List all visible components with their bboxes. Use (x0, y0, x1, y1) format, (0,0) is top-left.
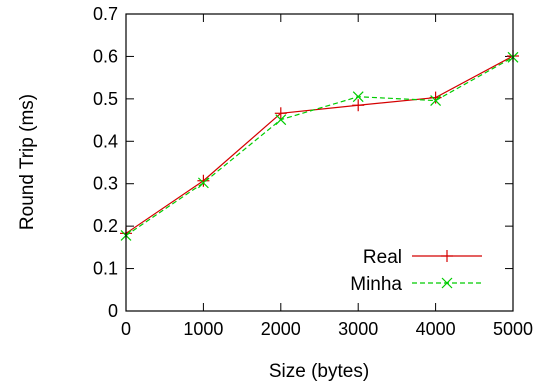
data-point-real (197, 174, 210, 187)
y-tick-label: 0 (108, 301, 118, 321)
y-tick-label: 0.3 (93, 174, 118, 194)
data-point-minha (197, 177, 209, 189)
legend-marker (441, 277, 453, 289)
x-axis-label: Size (bytes) (269, 361, 369, 382)
legend-item-minha: Minha (350, 274, 482, 295)
plot-frame (125, 13, 514, 312)
x-tick-label: 3000 (338, 319, 378, 339)
data-point-real (274, 107, 287, 120)
x-tick-label: 0 (121, 319, 131, 339)
ticks-layer: 0 1000 2000 3000 4000 5000 0 0.1 0.2 0.3 0.4 0.5 0.6… (93, 4, 533, 339)
y-tick-label: 0.4 (93, 131, 118, 151)
legend-marker (441, 250, 453, 262)
x-tick-label: 5000 (493, 319, 533, 339)
data-point-real (429, 91, 442, 104)
x-tick-label: 1000 (183, 319, 223, 339)
y-tick-label: 0.1 (93, 259, 118, 279)
legend-item-real: Real (363, 247, 482, 268)
y-axis-label: Round Trip (ms) (17, 94, 38, 230)
y-tick-label: 0.6 (93, 46, 118, 66)
y-tick-label: 0.2 (93, 216, 118, 236)
series-line-minha (125, 56, 514, 236)
series-layer (120, 50, 519, 241)
data-point-minha (430, 95, 442, 106)
legend-label: Minha (350, 274, 402, 295)
legend: Real Minha (350, 247, 482, 295)
legend-label: Real (363, 247, 402, 268)
series-line-real (125, 55, 514, 234)
x-tick-label: 4000 (416, 319, 456, 339)
y-tick-label: 0.5 (93, 89, 118, 109)
data-point-real (352, 99, 365, 112)
x-tick-label: 2000 (261, 319, 301, 339)
y-tick-label: 0.7 (93, 4, 118, 24)
data-point-minha (352, 91, 364, 103)
data-point-minha (275, 114, 287, 126)
